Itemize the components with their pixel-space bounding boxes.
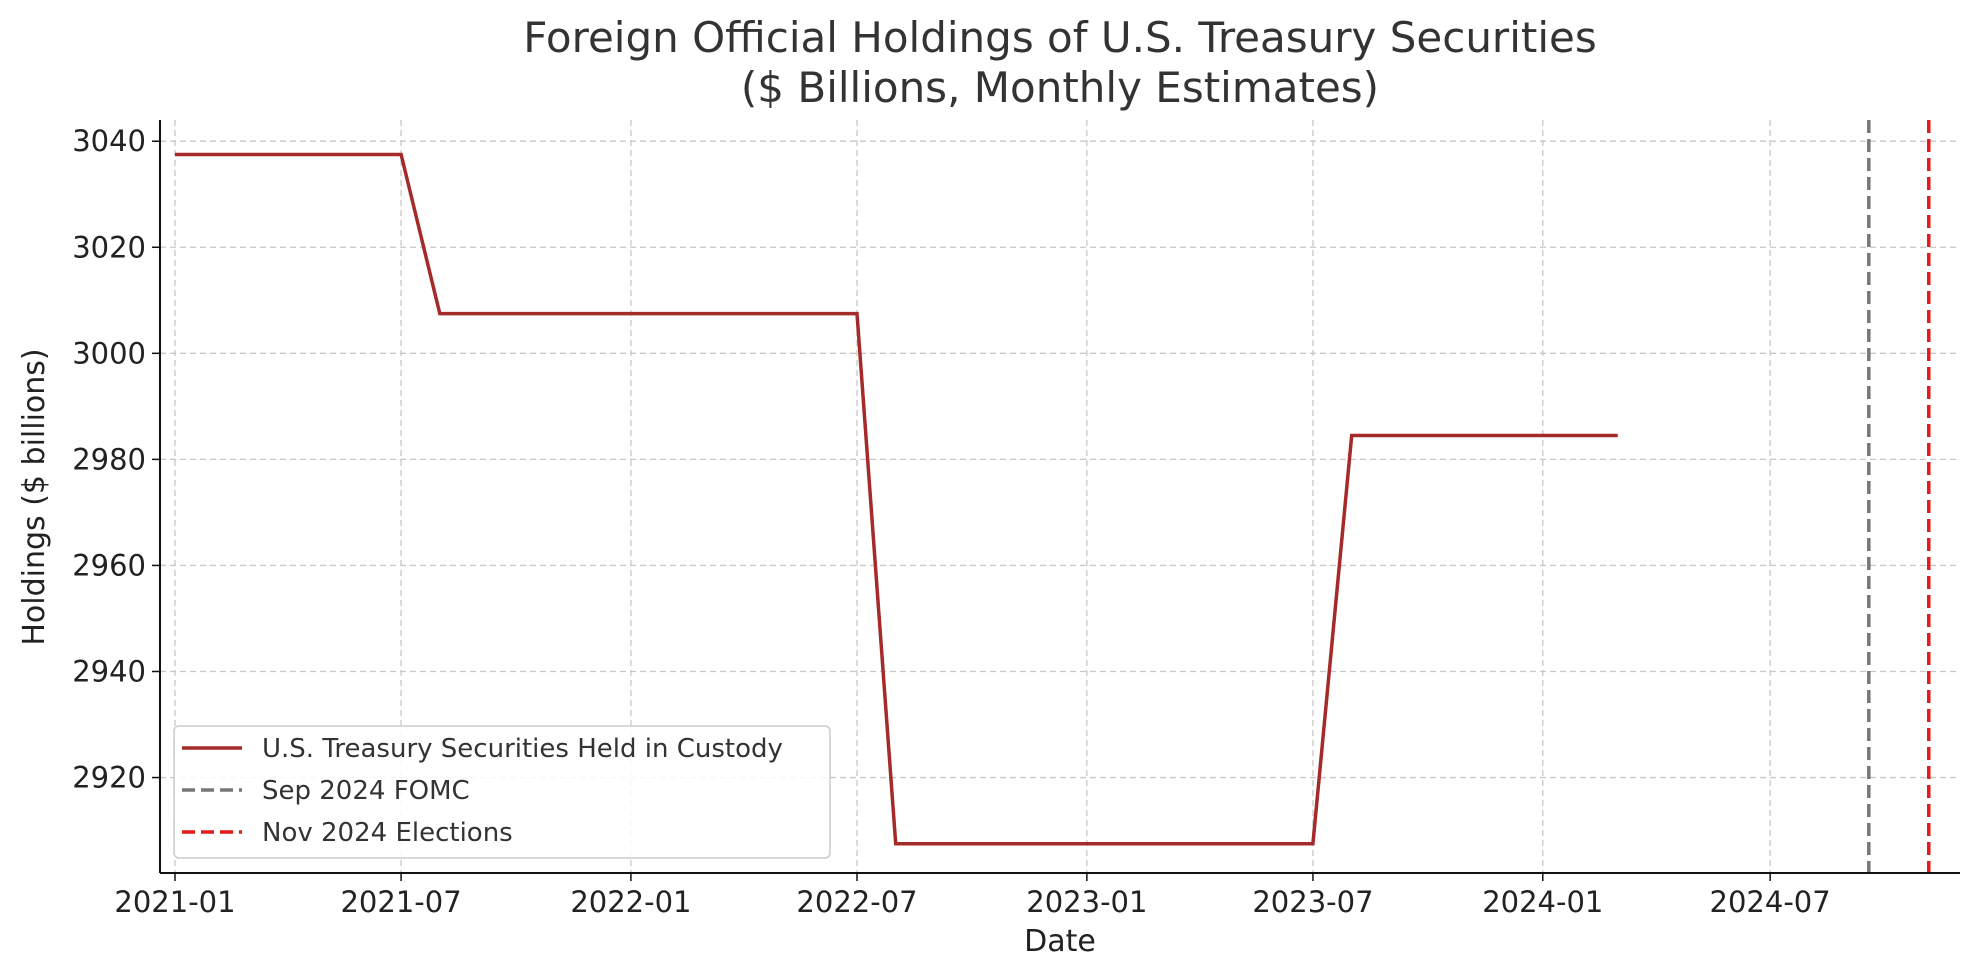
x-tick-label: 2021-07 (340, 885, 461, 919)
x-tick-label: 2023-01 (1026, 885, 1147, 919)
x-tick-label: 2021-01 (114, 885, 235, 919)
y-tick-label: 2980 (72, 442, 146, 476)
legend: U.S. Treasury Securities Held in Custody… (173, 725, 831, 859)
y-tick-label: 2920 (72, 761, 146, 795)
grid-lines (160, 120, 1960, 873)
x-axis-label: Date (1024, 924, 1096, 959)
y-tick-label: 2940 (72, 654, 146, 688)
legend-label: Nov 2024 Elections (262, 818, 513, 848)
x-tick-label: 2024-07 (1710, 885, 1831, 919)
y-tick-label: 3040 (72, 124, 146, 158)
legend-label: Sep 2024 FOMC (262, 776, 470, 806)
axes (159, 120, 1960, 874)
event-lines (1867, 120, 1931, 873)
x-tick-label: 2022-07 (796, 885, 917, 919)
series-line (175, 152, 1618, 846)
y-tick-label: 3020 (72, 230, 146, 264)
y-axis-label: Holdings ($ billions) (17, 348, 52, 645)
x-tick-label: 2022-01 (570, 885, 691, 919)
series-layer (175, 152, 1618, 846)
y-tick-label: 2960 (72, 548, 146, 582)
x-tick-label: 2023-07 (1252, 885, 1373, 919)
legend-label: U.S. Treasury Securities Held in Custody (262, 734, 783, 764)
chart-subtitle: ($ Billions, Monthly Estimates) (741, 63, 1379, 112)
ticks: 2021-01 2021-07 2022-01 2022-07 2023-01 2023-… (72, 124, 1831, 919)
chart-title: Foreign Official Holdings of U.S. Treasu… (523, 13, 1596, 62)
x-tick-label: 2024-01 (1482, 885, 1603, 919)
y-tick-label: 3000 (72, 336, 146, 370)
legend-box (173, 725, 831, 859)
